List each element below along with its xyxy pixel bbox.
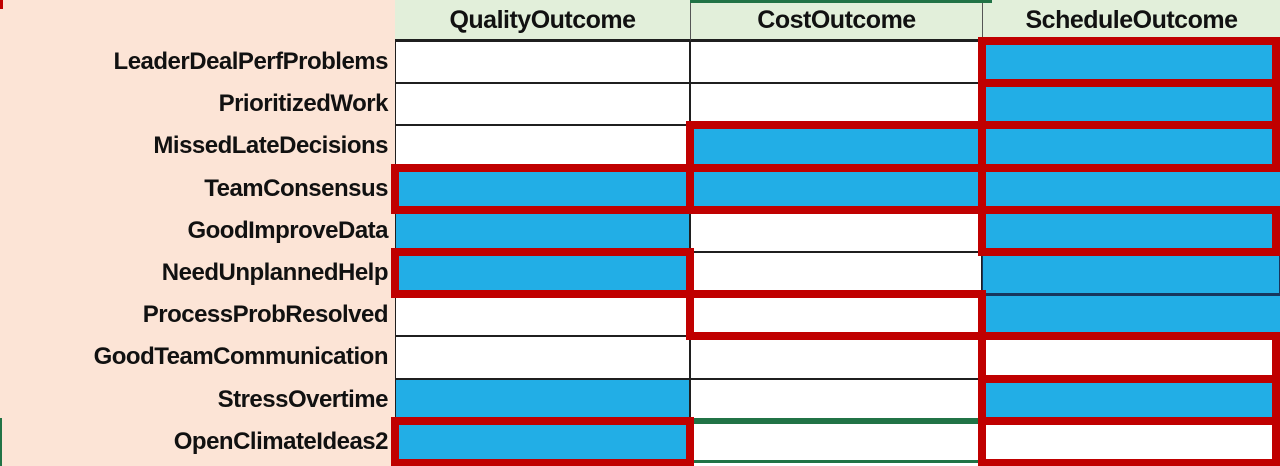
row-label: GoodTeamCommunication: [93, 343, 389, 371]
row-label: ProcessProbResolved: [142, 301, 389, 329]
cell-quality-row-2: [395, 83, 690, 126]
cell-cost-row-5: [690, 209, 982, 252]
column-header-cost-outcome: CostOutcome: [690, 0, 982, 41]
cell-schedule-row-8: [978, 332, 1280, 383]
cell-schedule-row-5: [978, 205, 1280, 256]
row-label: NeedUnplannedHelp: [161, 259, 389, 286]
cell-quality-row-10: [391, 416, 694, 466]
row-label: OpenClimateIdeas2: [173, 427, 389, 455]
row-label: TeamConsensus: [204, 174, 388, 202]
cell-quality-row-5: [395, 209, 690, 252]
artifact-left-edge-green-line: [0, 418, 2, 466]
cell-quality-row-9: [395, 378, 690, 421]
cell-cost-row-6: [690, 252, 982, 295]
cell-quality-row-6: [391, 248, 694, 299]
row-label: StressOvertime: [217, 385, 389, 413]
row-label: LeaderDealPerfProblems: [113, 48, 389, 75]
row-label: MissedLateDecisions: [153, 132, 388, 160]
cell-schedule-row-6: [982, 252, 1280, 295]
cell-quality-row-8: [395, 336, 690, 379]
cost-column-top-border-line: [690, 0, 992, 3]
row-label: PrioritizedWork: [218, 90, 389, 118]
cell-cost-row-4: [686, 163, 986, 214]
cell-cost-row-2: [690, 83, 982, 126]
cell-cost-row-8: [690, 336, 982, 379]
cell-cost-row-7: [686, 290, 986, 341]
cell-schedule-row-10: [978, 416, 1280, 466]
cell-quality-row-3: [395, 125, 690, 168]
cell-quality-row-1: [395, 41, 690, 84]
row-label: GoodImproveData: [187, 216, 388, 244]
cell-quality-row-4: [391, 163, 694, 214]
cell-cost-row-10: [690, 420, 982, 463]
artifact-top-left-red-sliver: [0, 0, 3, 9]
column-header-schedule-outcome: ScheduleOutcome: [982, 0, 1280, 41]
row-label-column-background: [0, 0, 395, 466]
cell-quality-row-7: [395, 294, 690, 337]
cell-cost-row-1: [690, 41, 982, 84]
cell-cost-row-9: [690, 378, 982, 421]
column-header-quality-outcome: QualityOutcome: [395, 0, 690, 41]
